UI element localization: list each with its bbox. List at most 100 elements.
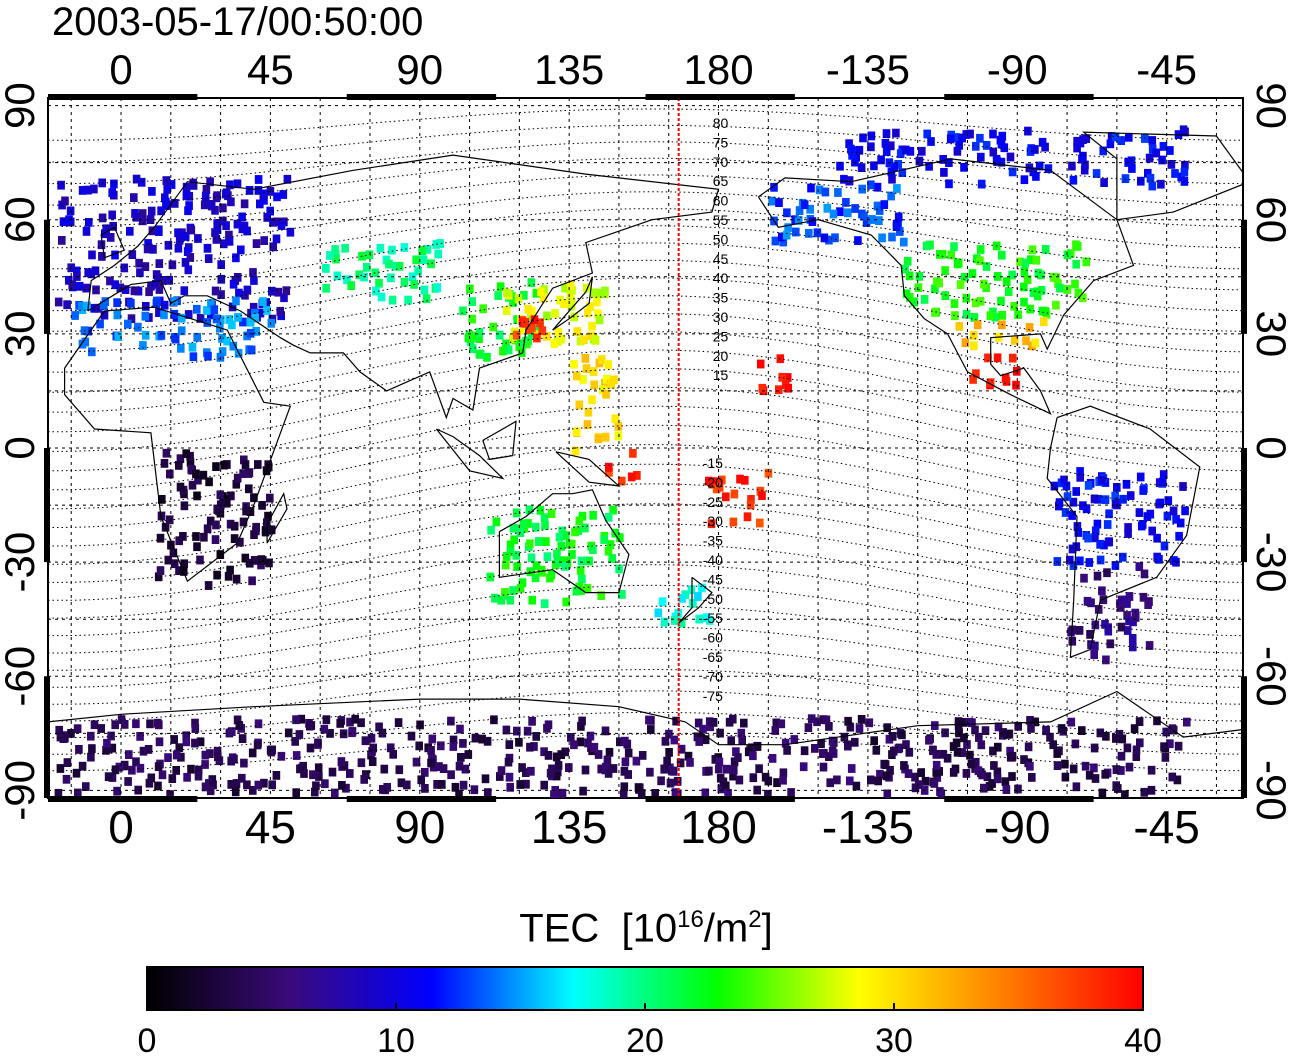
tec-cell — [241, 553, 250, 563]
tec-cell — [922, 241, 931, 251]
tec-cell — [468, 344, 477, 354]
tec-cell — [1026, 147, 1035, 156]
tec-cell — [1091, 526, 1100, 536]
tec-cell — [1164, 496, 1173, 505]
tec-cell — [540, 747, 548, 757]
tec-cell — [268, 286, 276, 296]
tec-cell — [212, 314, 221, 324]
tec-cell — [876, 769, 884, 779]
tec-cell — [524, 519, 532, 528]
tec-cell — [717, 784, 726, 794]
coastline — [757, 158, 1135, 416]
tec-cell — [177, 326, 186, 336]
tec-cell — [213, 570, 221, 580]
tec-cell — [1159, 142, 1168, 151]
tec-cell — [1138, 521, 1146, 531]
tec-cell — [844, 208, 852, 218]
magnetic-latitude-contour — [48, 386, 1243, 472]
tec-cell — [78, 761, 87, 771]
tec-cell — [1140, 787, 1149, 797]
tec-cell — [232, 253, 240, 263]
tec-cell — [698, 583, 706, 593]
tec-cell — [233, 219, 242, 229]
tec-cell — [1100, 178, 1108, 187]
tec-cell — [253, 740, 262, 750]
tec-cell — [936, 787, 944, 796]
tec-cell — [168, 774, 177, 783]
tec-cell — [825, 752, 833, 761]
lon-tick-label-bottom: 45 — [245, 801, 296, 853]
tec-cell — [108, 773, 117, 782]
tec-cell — [852, 152, 860, 162]
tec-cell — [1074, 288, 1083, 298]
tec-cell — [1038, 137, 1047, 147]
tec-cell — [176, 454, 185, 464]
colorbar-unit-prefix: [10 — [621, 906, 678, 951]
tec-cell — [784, 383, 792, 393]
tec-cell — [1044, 164, 1053, 174]
tec-cell — [54, 788, 63, 798]
tec-cell — [1049, 272, 1058, 282]
tec-cell — [88, 250, 96, 260]
tec-cell — [715, 757, 724, 767]
tec-cell — [800, 200, 809, 210]
tec-cell — [191, 724, 200, 733]
frame-bar-top — [944, 94, 1094, 100]
tec-cell — [951, 311, 959, 320]
tec-cell — [790, 735, 799, 744]
tec-cell — [459, 739, 467, 748]
tec-cell — [624, 748, 633, 758]
tec-cell — [1026, 761, 1034, 771]
frame-bar-right — [1241, 448, 1247, 563]
tec-cell — [542, 331, 551, 341]
tec-cell — [567, 733, 575, 742]
tec-cell — [421, 784, 429, 793]
tec-cell — [665, 748, 673, 757]
tec-cell — [292, 788, 300, 798]
tec-cell — [1162, 727, 1170, 737]
tec-cell — [1117, 622, 1126, 632]
tec-cell — [1160, 742, 1168, 752]
tec-cell — [513, 726, 521, 736]
tec-cell — [1171, 169, 1179, 178]
tec-cell — [605, 462, 613, 472]
tec-cell — [1027, 255, 1035, 265]
tec-cell — [455, 761, 464, 771]
tec-cell — [264, 462, 273, 472]
tec-cell — [761, 772, 770, 782]
tec-cell — [663, 756, 671, 766]
tec-cell — [607, 379, 615, 389]
frame-bar-left — [44, 676, 50, 798]
frame-bar-right — [1241, 676, 1247, 798]
tec-cell — [602, 389, 610, 399]
tec-cell — [200, 532, 208, 542]
tec-cell — [155, 720, 163, 730]
tec-cell — [836, 161, 844, 171]
tec-cell — [558, 788, 567, 798]
tec-cell — [55, 725, 63, 735]
tec-cell — [572, 586, 581, 596]
tec-cell — [571, 446, 580, 456]
tec-cell — [1096, 555, 1105, 565]
tec-cell — [794, 216, 803, 225]
magnetic-latitude-label: 55 — [713, 212, 729, 228]
tec-cell — [378, 728, 387, 738]
tec-cell — [906, 146, 915, 156]
tec-cell — [573, 371, 581, 381]
tec-cell — [265, 558, 273, 568]
colorbar-tick-label: 30 — [875, 1022, 913, 1057]
tec-cell — [59, 217, 68, 227]
tec-cell — [158, 770, 167, 780]
tec-cell — [996, 135, 1005, 145]
tec-cell — [415, 741, 423, 751]
tec-cell — [962, 293, 971, 303]
tec-cell — [484, 788, 492, 797]
tec-cell — [438, 780, 446, 789]
tec-cell — [955, 727, 963, 737]
tec-cell — [231, 787, 240, 797]
tec-cell — [106, 276, 114, 286]
tec-cell — [160, 459, 169, 468]
tec-cell — [518, 763, 526, 772]
tec-cell — [530, 742, 538, 751]
tec-cell — [727, 736, 735, 746]
